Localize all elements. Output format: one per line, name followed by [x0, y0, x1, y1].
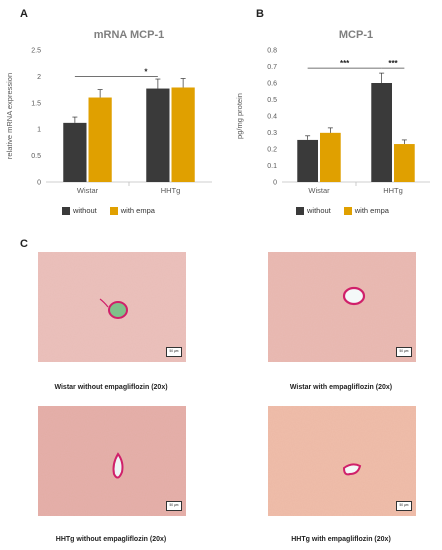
y-tick-label: 0.6 — [267, 81, 277, 88]
y-tick-label: 0 — [37, 180, 41, 187]
micrograph-image — [268, 406, 416, 516]
bar-without — [63, 122, 87, 182]
y-axis-label: pg/mg protein — [235, 93, 244, 139]
y-tick-label: 0.8 — [267, 48, 277, 55]
significance-marker: *** — [388, 59, 398, 68]
caption-wistar-with: Wistar with empagliflozin (20x) — [289, 384, 393, 391]
y-tick-label: 0.7 — [267, 64, 277, 71]
x-tick-label: Wistar — [77, 186, 99, 195]
caption-hhtg-without: HHTg without empagliflozin (20x) — [55, 536, 167, 543]
micrograph-image — [38, 252, 186, 362]
legend-swatch-with-empa — [109, 206, 118, 215]
y-tick-label: 0.4 — [267, 114, 277, 121]
micrograph-image — [268, 252, 416, 362]
bar-with-empa — [171, 87, 195, 182]
y-tick-label: 2.5 — [31, 48, 41, 55]
scale-bar: 50 µm — [396, 347, 412, 357]
scale-bar: 50 µm — [396, 501, 412, 511]
bar-with-empa — [320, 132, 341, 182]
micrograph-image — [38, 406, 186, 516]
bar-without — [371, 83, 392, 182]
micrograph-hhtg-without: 50 µm — [38, 406, 186, 516]
panel-label-a: A — [20, 8, 28, 20]
x-tick-label: HHTg — [161, 186, 181, 195]
legend-swatch-without — [62, 206, 70, 215]
y-axis-label: relative mRNA expression — [5, 73, 14, 159]
y-tick-label: 0.1 — [267, 163, 277, 170]
bar-with-empa — [394, 144, 415, 182]
panel-label-b: B — [256, 8, 264, 20]
micrograph-hhtg-with: 50 µm — [268, 406, 416, 516]
bar-without — [146, 88, 170, 182]
legend-label-with-empa: with empa — [120, 206, 155, 215]
chart-title: MCP-1 — [339, 29, 373, 41]
y-tick-label: 1.5 — [31, 100, 41, 107]
y-tick-label: 0.5 — [31, 153, 41, 160]
caption-wistar-without: Wistar without empagliflozin (20x) — [54, 384, 168, 391]
micrograph-wistar-with: 50 µm — [268, 252, 416, 362]
legend-label-without: without — [73, 206, 97, 215]
legend-b: without with empa — [296, 206, 399, 215]
legend-a: without with empa — [62, 206, 165, 215]
y-tick-label: 0.2 — [267, 147, 277, 154]
y-tick-label: 0.5 — [267, 97, 277, 104]
y-tick-label: 0.3 — [267, 130, 277, 137]
scale-bar: 50 µm — [166, 347, 182, 357]
significance-marker: *** — [340, 59, 350, 68]
y-tick-label: 1 — [37, 127, 41, 134]
x-tick-label: Wistar — [308, 186, 330, 195]
panel-label-c: C — [20, 238, 28, 250]
legend-swatch-without — [296, 206, 304, 215]
y-tick-label: 0 — [273, 180, 277, 187]
y-tick-label: 2 — [37, 74, 41, 81]
scale-bar: 50 µm — [166, 501, 182, 511]
legend-item-without: without — [62, 206, 97, 215]
legend-swatch-with-empa — [343, 206, 352, 215]
x-tick-label: HHTg — [383, 186, 403, 195]
legend-item-without: without — [296, 206, 331, 215]
significance-marker: * — [144, 67, 148, 76]
legend-item-with-empa: with empa — [109, 206, 155, 215]
legend-item-with-empa: with empa — [343, 206, 389, 215]
bar-without — [297, 139, 318, 182]
mrna-mcp1-chart: mRNA MCP-1 0 0.5 1 1.5 2 2.5 relative mRNA expr… — [5, 29, 212, 195]
mcp1-protein-chart: MCP-1 0 0.1 0.2 0.3 0.4 0.5 0.6 0.7 0.8 pg/mg prot… — [235, 29, 430, 195]
chart-title: mRNA MCP-1 — [94, 29, 165, 41]
bar-with-empa — [88, 97, 112, 182]
legend-label-with-empa: with empa — [354, 206, 389, 215]
legend-label-without: without — [307, 206, 331, 215]
caption-hhtg-with: HHTg with empagliflozin (20x) — [291, 536, 391, 543]
micrograph-wistar-without: 50 µm — [38, 252, 186, 362]
